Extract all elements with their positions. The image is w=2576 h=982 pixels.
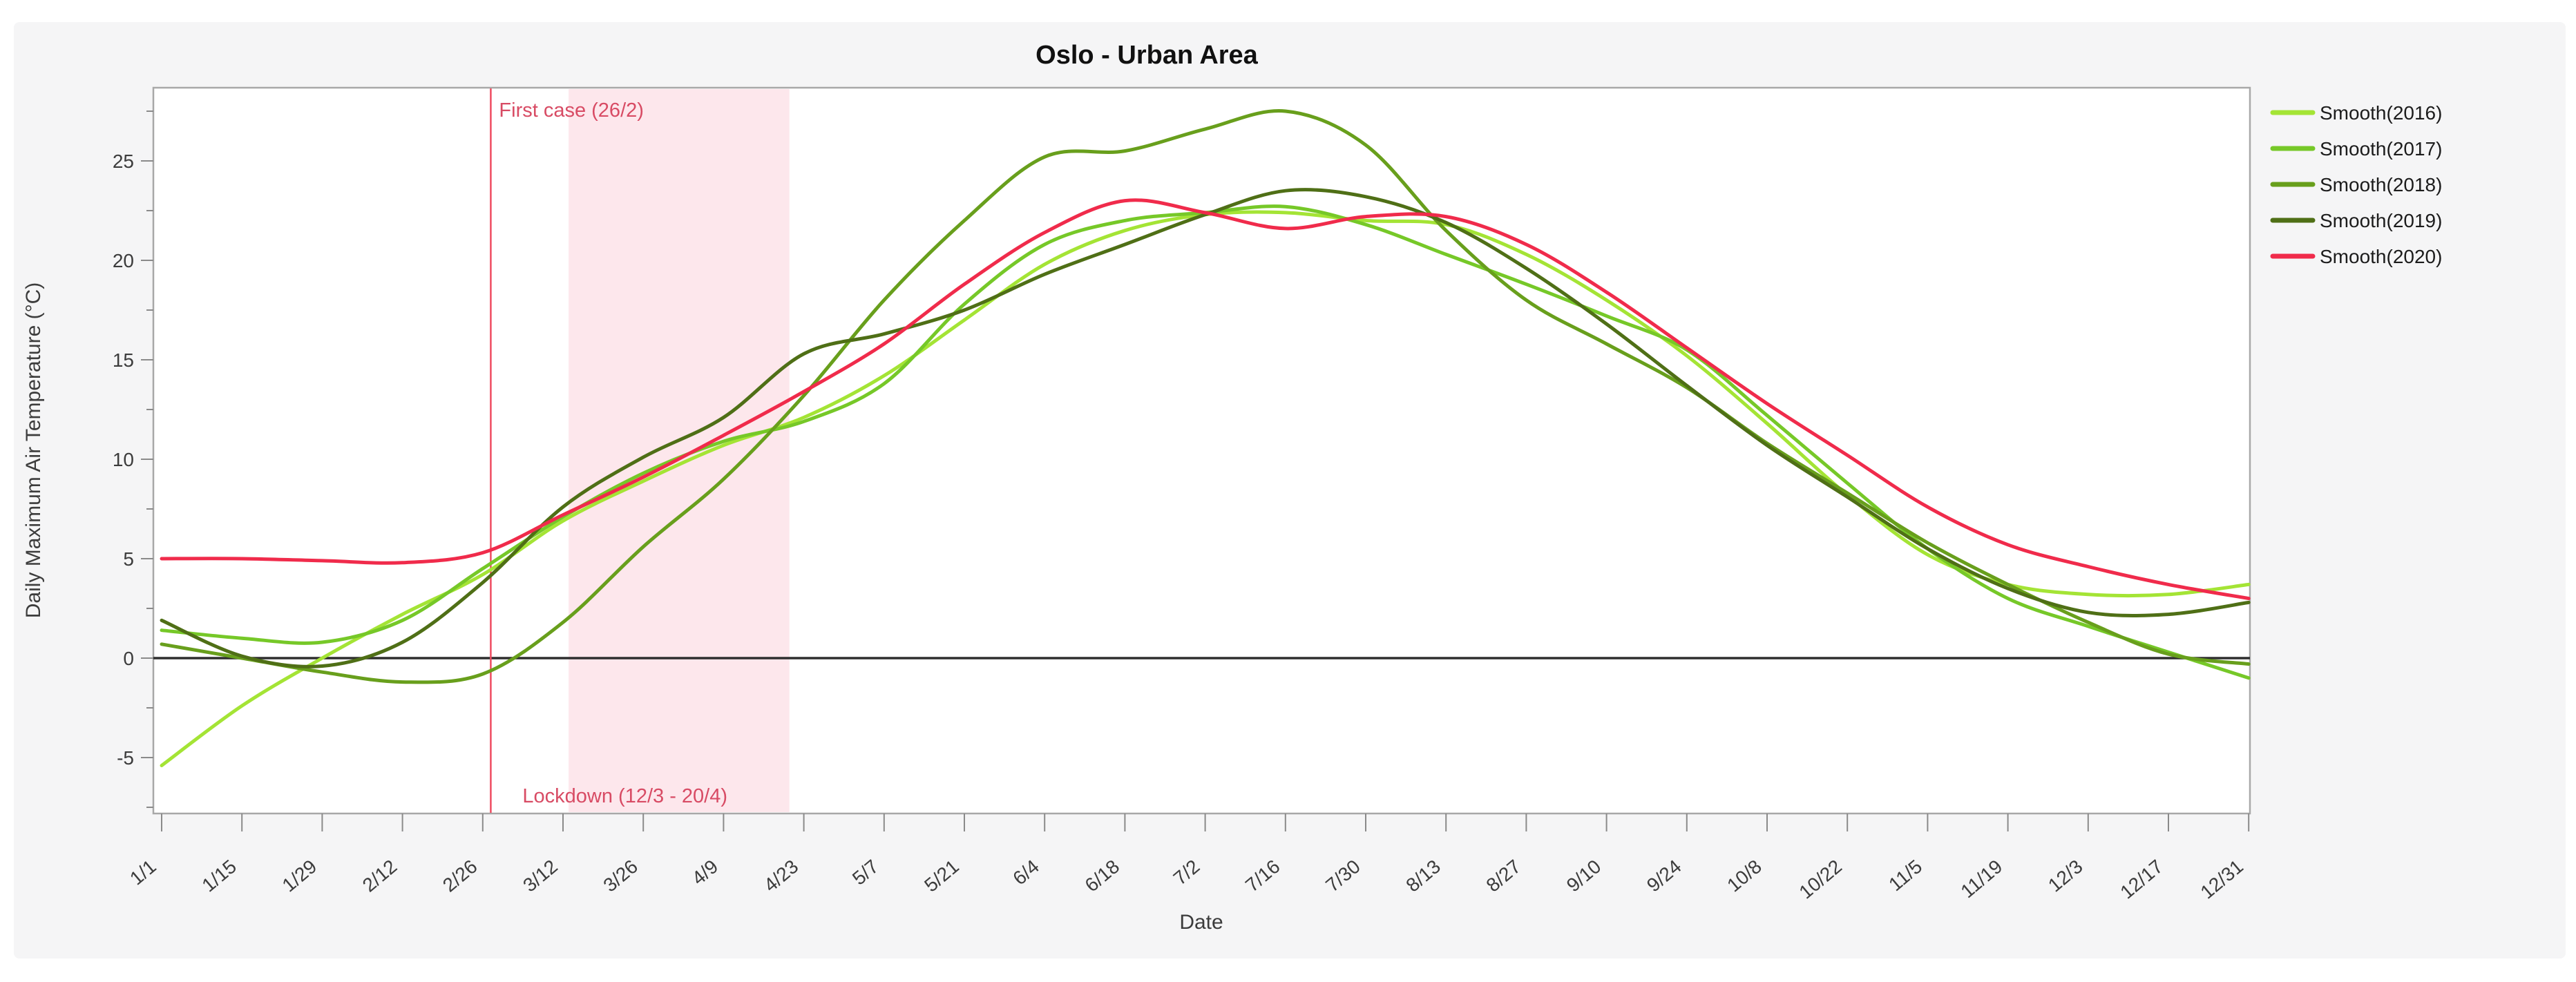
plot-area[interactable] bbox=[152, 86, 2251, 815]
lockdown-annotation: Lockdown (12/3 - 20/4) bbox=[522, 785, 727, 807]
y-tick-label: -5 bbox=[117, 747, 134, 769]
legend-item-Smooth(2019)[interactable]: Smooth(2019) bbox=[2270, 210, 2442, 231]
lockdown-band bbox=[569, 89, 790, 812]
y-tick-label: 5 bbox=[123, 548, 134, 570]
legend-label: Smooth(2018) bbox=[2320, 174, 2442, 195]
legend-label: Smooth(2016) bbox=[2320, 102, 2442, 124]
y-tick-label: 10 bbox=[113, 449, 134, 470]
series-curves bbox=[160, 109, 2251, 768]
series-curve-Smooth(2020)[interactable] bbox=[160, 198, 2251, 601]
y-tick-label: 0 bbox=[123, 648, 134, 669]
series-curve-Smooth(2019)[interactable] bbox=[160, 188, 2251, 668]
legend-item-Smooth(2020)[interactable]: Smooth(2020) bbox=[2270, 246, 2442, 267]
y-axis-ticks: -5 0 5 10 15 20 25 bbox=[113, 110, 153, 808]
legend-item-Smooth(2017)[interactable]: Smooth(2017) bbox=[2270, 138, 2442, 160]
page-title: Oslo - Urban Area bbox=[1036, 41, 1259, 70]
legend: Smooth(2016) Smooth(2017) Smooth(2018) Smoo… bbox=[2270, 102, 2442, 267]
first-case-annotation: First case (26/2) bbox=[499, 99, 644, 122]
legend-item-Smooth(2018)[interactable]: Smooth(2018) bbox=[2270, 174, 2442, 195]
legend-label: Smooth(2019) bbox=[2320, 210, 2442, 231]
y-tick-label: 15 bbox=[113, 349, 134, 371]
y-tick-label: 20 bbox=[113, 250, 134, 271]
y-axis-title: Daily Maximum Air Temperature (°C) bbox=[22, 282, 45, 619]
x-axis-title: Date bbox=[1179, 911, 1223, 934]
legend-label: Smooth(2017) bbox=[2320, 138, 2442, 160]
series-curve-Smooth(2018)[interactable] bbox=[160, 109, 2251, 684]
y-tick-label: 25 bbox=[113, 151, 134, 172]
legend-item-Smooth(2016)[interactable]: Smooth(2016) bbox=[2270, 102, 2442, 124]
legend-label: Smooth(2020) bbox=[2320, 246, 2442, 267]
